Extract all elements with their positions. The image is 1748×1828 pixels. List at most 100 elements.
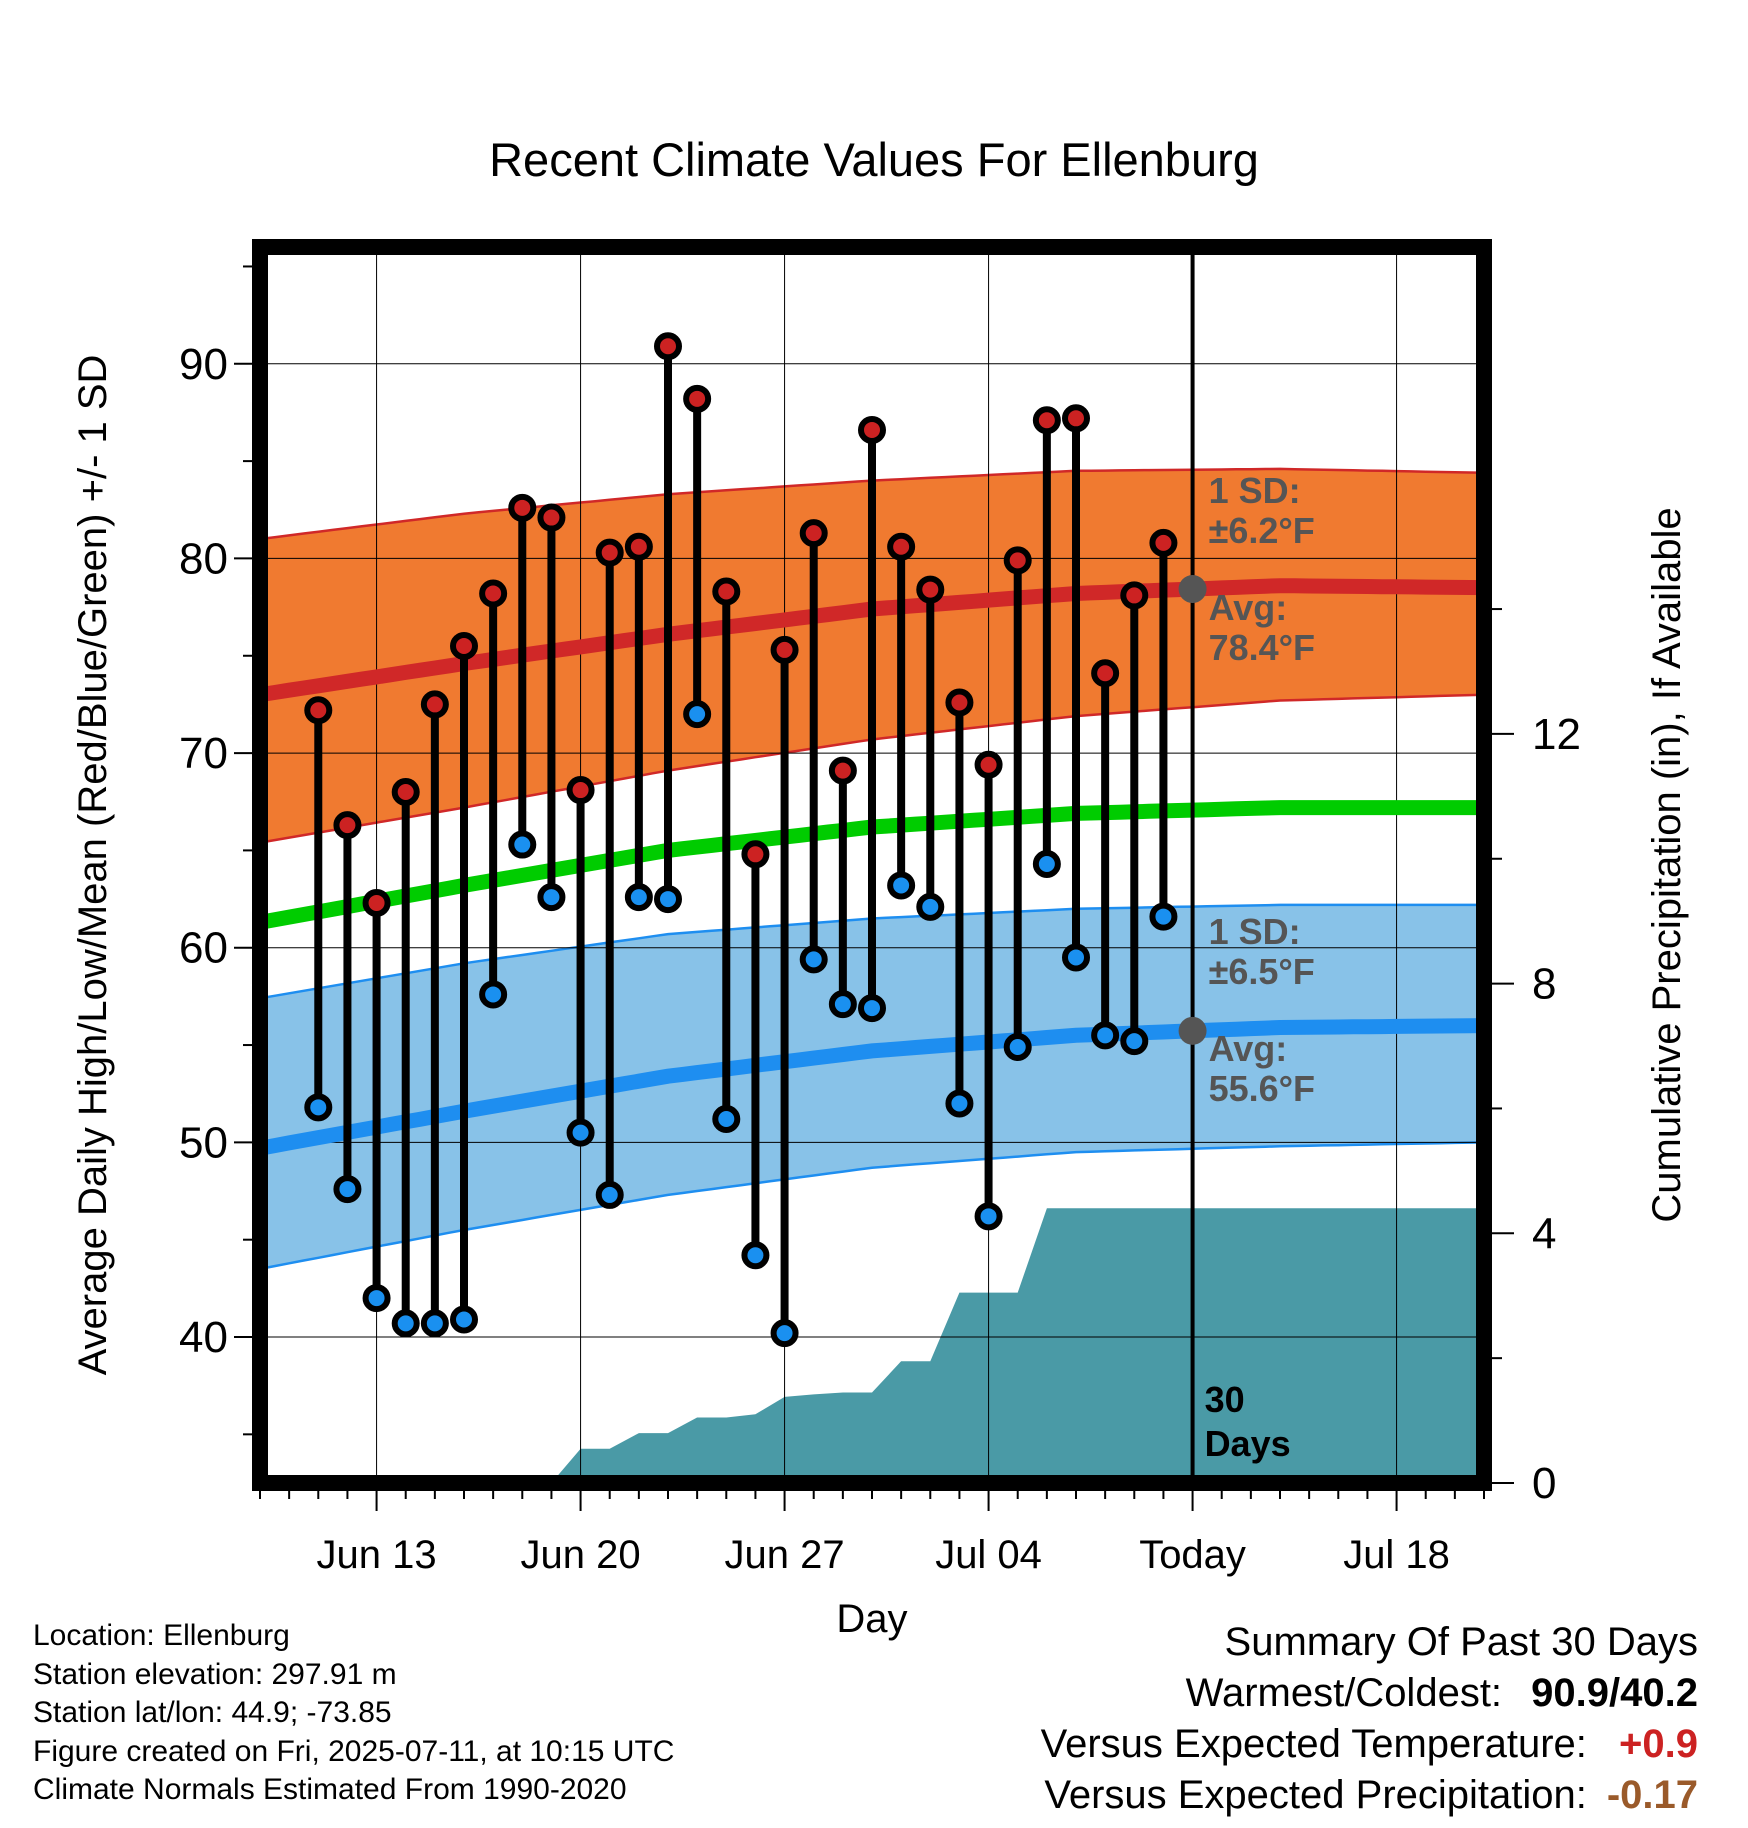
warm-cold-value: 90.9/40.2 [1531, 1671, 1698, 1715]
daily-high-point [450, 632, 478, 661]
daily-low-point [683, 700, 712, 729]
daily-high-point [712, 577, 741, 606]
daily-low-point [654, 885, 682, 914]
daily-high-point [1120, 581, 1149, 610]
x-tick-label: Jun 13 [317, 1533, 437, 1577]
daily-high-point [1032, 406, 1061, 435]
low-avg-today-marker [1178, 1016, 1207, 1045]
daily-high-point [741, 840, 770, 869]
daily-high-point [858, 415, 886, 444]
summary-temp: Versus Expected Temperature: +0.9 [1041, 1719, 1698, 1770]
daily-high-point [974, 750, 1003, 779]
daily-high-point [887, 532, 916, 561]
daily-low-point [508, 830, 537, 859]
created-text: Figure created on Fri, 2025-07-11, at 10… [33, 1734, 675, 1768]
daily-low-point [741, 1241, 770, 1270]
y2-axis-title: Cumulative Precipitation (in), If Availa… [1645, 507, 1689, 1222]
daily-high-point [333, 811, 362, 840]
daily-low-point [566, 1118, 595, 1147]
daily-low-point [770, 1319, 799, 1348]
daily-low-point [945, 1089, 974, 1118]
daily-low-point [1003, 1032, 1032, 1061]
precip-label: Versus Expected Precipitation: [1044, 1773, 1587, 1817]
daily-high-point [1062, 404, 1090, 433]
daily-high-point [508, 493, 537, 522]
daily-high-point [654, 332, 682, 361]
low-sd-band [260, 904, 1484, 1269]
daily-low-point [1120, 1027, 1149, 1056]
daily-high-point [945, 688, 974, 717]
daily-high-point [1149, 528, 1178, 557]
y-tick-label: 50 [179, 1118, 228, 1167]
daily-high-point [595, 538, 624, 567]
daily-high-point [362, 888, 391, 917]
daily-low-point [1149, 902, 1178, 931]
daily-low-point [420, 1309, 449, 1338]
high-avg-annotation: Avg: 78.4°F [1209, 587, 1315, 668]
daily-low-point [479, 980, 508, 1009]
daily-low-point [828, 990, 857, 1019]
summary-panel: Summary Of Past 30 Days Warmest/Coldest:… [1041, 1617, 1698, 1821]
daily-high-point [391, 778, 420, 807]
daily-low-point [799, 945, 828, 974]
x-tick-label: Jun 27 [725, 1533, 845, 1577]
y-tick-label: 60 [179, 924, 228, 973]
daily-high-point [1003, 546, 1032, 575]
summary-precip: Versus Expected Precipitation: -0.17 [1041, 1770, 1698, 1821]
high-avg-today-marker [1178, 575, 1207, 604]
daily-high-point [420, 690, 449, 719]
x-tick-label: Today [1139, 1533, 1246, 1577]
daily-high-point [624, 532, 653, 561]
daily-high-point [770, 635, 799, 664]
daily-high-point [479, 579, 508, 608]
daily-high-point [1091, 659, 1120, 688]
daily-high-point [537, 503, 566, 532]
y-tick-label: 40 [179, 1313, 228, 1362]
plot-area: 1 SD: ±6.2°F Avg: 78.4°F 1 SD: ±6.5°F Avg: 55.6… [260, 247, 1484, 1483]
y-axis-title: Average Daily High/Low/Mean (Red/Blue/Gr… [71, 355, 115, 1376]
daily-low-point [595, 1180, 624, 1209]
y2-tick-label: 8 [1532, 960, 1556, 1009]
x-tick-label: Jul 18 [1343, 1533, 1450, 1577]
daily-high-point [916, 575, 945, 604]
daily-low-point [304, 1093, 333, 1122]
daily-low-point [391, 1309, 420, 1338]
warm-cold-label: Warmest/Coldest: [1185, 1671, 1503, 1715]
daily-low-point [916, 892, 945, 921]
y-tick-label: 70 [179, 729, 228, 778]
daily-low-point [858, 994, 886, 1023]
y2-tick-label: 0 [1532, 1459, 1556, 1508]
y2-tick-label: 4 [1532, 1209, 1556, 1258]
daily-high-point [304, 696, 333, 725]
daily-low-point [1062, 943, 1090, 972]
plot-frame [252, 239, 1492, 1491]
daily-low-point [974, 1202, 1003, 1231]
y-tick-label: 80 [179, 534, 228, 583]
high-sd-annotation: 1 SD: ±6.2°F [1209, 470, 1315, 551]
low-avg-annotation: Avg: 55.6°F [1209, 1028, 1315, 1109]
y2-tick-label: 12 [1532, 710, 1581, 759]
daily-low-point [624, 883, 653, 912]
precip-area [522, 1208, 1484, 1483]
precip-value: -0.17 [1606, 1773, 1698, 1817]
y-tick-label: 90 [179, 340, 228, 389]
daily-high-point [683, 384, 712, 413]
daily-low-point [362, 1284, 391, 1313]
latlon-text: Station lat/lon: 44.9; -73.85 [33, 1696, 392, 1729]
daily-high-point [566, 776, 595, 805]
elevation-text: Station elevation: 297.91 m [33, 1657, 397, 1691]
location-text: Location: Ellenburg [33, 1619, 290, 1652]
daily-low-point [450, 1305, 478, 1334]
daily-high-point [828, 756, 857, 785]
today-duration-label: 30 Days [1205, 1379, 1291, 1464]
daily-high-point [799, 519, 828, 548]
x-axis-title: Day [836, 1597, 907, 1641]
daily-low-point [887, 871, 916, 900]
temp-label: Versus Expected Temperature: [1040, 1722, 1587, 1766]
summary-warm-cold: Warmest/Coldest: 90.9/40.2 [1041, 1668, 1698, 1719]
x-tick-label: Jul 04 [935, 1533, 1042, 1577]
low-sd-annotation: 1 SD: ±6.5°F [1209, 911, 1315, 992]
temp-value: +0.9 [1619, 1722, 1698, 1766]
x-tick-label: Jun 20 [521, 1533, 641, 1577]
daily-low-point [1091, 1021, 1120, 1050]
